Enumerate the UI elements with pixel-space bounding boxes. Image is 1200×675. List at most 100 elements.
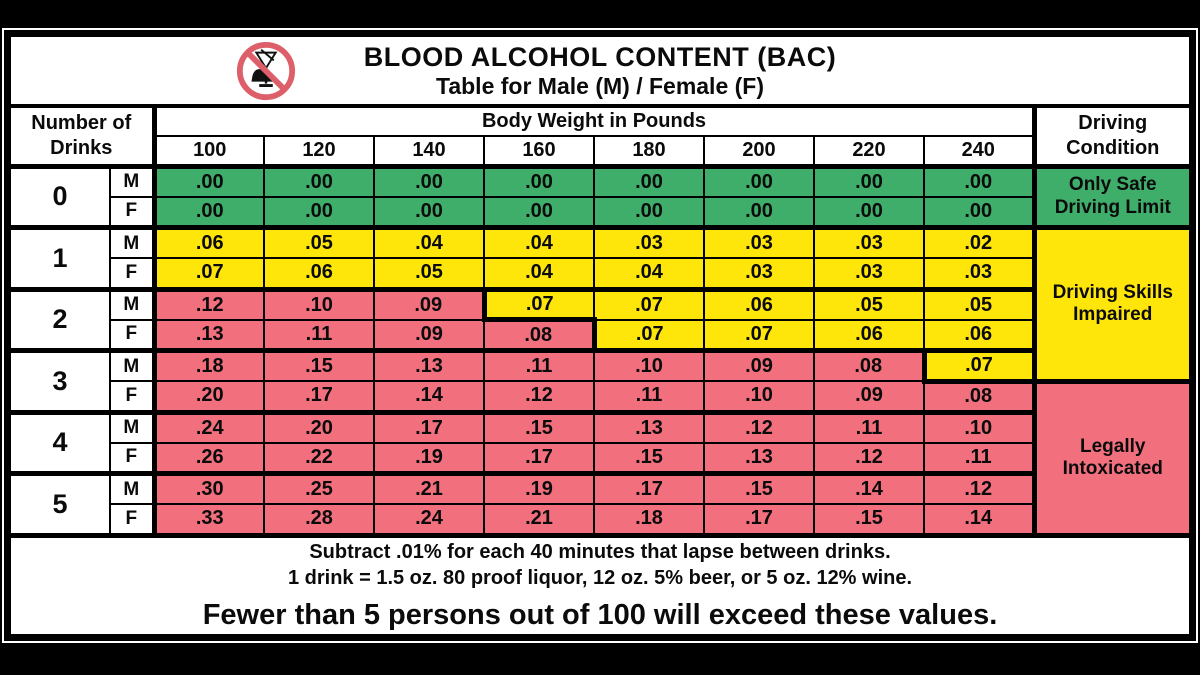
- bac-row-4M: 4 M .24.20.17.15.13.12.11.10: [9, 409, 1190, 475]
- column-group-header-body-weight: Body Weight in Pounds: [153, 105, 1035, 137]
- bac-value-cell: .15: [593, 441, 705, 475]
- sex-label-F: F: [109, 380, 155, 413]
- condition-label-line: Driving Limit: [1054, 196, 1171, 218]
- bac-value-cell: .00: [151, 195, 265, 229]
- bac-value-cell: .00: [703, 163, 815, 198]
- bac-value-cell: .06: [923, 318, 1035, 352]
- bac-value-cell: .13: [151, 318, 265, 352]
- condition-label-line: Only Safe: [1068, 174, 1157, 196]
- bac-value-cell: .00: [373, 163, 485, 198]
- sex-label-F: F: [109, 195, 155, 229]
- bac-value-cell: .06: [703, 286, 815, 321]
- bac-row-1M: 1 M .06.05.04.04.03.03.03.02 Driving Skills…: [9, 225, 1191, 383]
- weight-header-160: 160: [483, 135, 595, 169]
- bac-value-cell: .24: [151, 409, 265, 444]
- weight-header-240: 240: [923, 135, 1035, 169]
- bac-value-cell: .10: [263, 286, 375, 321]
- bac-value-cell: .04: [593, 257, 705, 290]
- bac-value-cell: .08: [813, 348, 925, 383]
- bac-value-cell: .13: [593, 409, 705, 444]
- bac-value-cell: .03: [703, 257, 815, 290]
- bac-row-0M: 0 M .00.00.00.00.00.00.00.00 Only Safe Drivi…: [9, 163, 1191, 229]
- drinks-count-0: 0: [9, 163, 111, 229]
- bac-value-cell: .11: [483, 348, 595, 383]
- bac-value-cell: .00: [703, 195, 815, 229]
- bac-value-cell: .04: [483, 257, 595, 290]
- bac-value-cell: .17: [483, 441, 595, 475]
- bac-value-cell: .26: [151, 441, 265, 475]
- drinks-count-2: 2: [9, 286, 111, 352]
- bac-value-cell: .12: [813, 441, 925, 475]
- bac-value-cell: .09: [373, 318, 485, 352]
- drinks-count-4: 4: [9, 409, 111, 475]
- bac-value-cell: .00: [151, 163, 265, 198]
- bac-value-cell: .00: [813, 163, 925, 198]
- condition-cell-safe: Only Safe Driving Limit: [1031, 163, 1191, 229]
- condition-header-line2: Condition: [1066, 136, 1160, 159]
- bac-value-cell: .28: [263, 503, 375, 536]
- no-drinking-and-driving-icon: [235, 40, 297, 102]
- drinks-header-line1: Number of: [31, 111, 132, 134]
- footer-note-2: 1 drink = 1.5 oz. 80 proof liquor, 12 oz…: [287, 567, 913, 590]
- bac-value-cell: .10: [923, 409, 1035, 444]
- bac-value-cell: .03: [923, 257, 1035, 290]
- bac-value-cell: .05: [923, 286, 1035, 321]
- bac-row-5M: 5 M .30.25.21.19.17.15.14.12: [9, 471, 1190, 536]
- bac-value-cell: .33: [151, 503, 265, 536]
- bac-value-cell: .00: [263, 195, 375, 229]
- sex-label-M: M: [109, 348, 155, 383]
- bac-value-cell: .17: [593, 471, 705, 506]
- bac-value-cell: .11: [923, 441, 1035, 475]
- bac-value-cell: .03: [813, 257, 925, 290]
- condition-label-line: Intoxicated: [1062, 458, 1163, 480]
- bac-value-cell: .00: [483, 163, 595, 198]
- bac-value-cell: .15: [703, 471, 815, 506]
- bac-value-cell: .08: [923, 380, 1035, 413]
- bac-value-cell: .05: [373, 257, 485, 290]
- bac-value-cell: .07: [921, 348, 1035, 384]
- bac-value-cell: .18: [151, 348, 265, 383]
- weight-header-120: 120: [263, 135, 375, 169]
- bac-value-cell: .07: [151, 257, 265, 290]
- bac-value-cell: .15: [483, 409, 595, 444]
- drinks-count-1: 1: [9, 225, 111, 290]
- bac-value-cell: .22: [263, 441, 375, 475]
- chart-subtitle: Table for Male (M) / Female (F): [436, 72, 764, 99]
- sex-label-F: F: [109, 318, 155, 352]
- bac-value-cell: .11: [593, 380, 705, 413]
- bac-table-card: BLOOD ALCOHOL CONTENT (BAC) Table for Ma…: [2, 28, 1198, 643]
- bac-value-cell: .21: [373, 471, 485, 506]
- bac-value-cell: .15: [263, 348, 375, 383]
- bac-value-cell: .00: [593, 195, 705, 229]
- bac-row-3M: 3 M .18.15.13.11.10.09.08.07: [9, 348, 1190, 413]
- weight-header-180: 180: [593, 135, 705, 169]
- sex-label-M: M: [109, 286, 155, 321]
- footer-note-1: Subtract .01% for each 40 minutes that l…: [309, 541, 891, 564]
- bac-value-cell: .12: [923, 471, 1035, 506]
- bac-value-cell: .13: [373, 348, 485, 383]
- bac-table: BLOOD ALCOHOL CONTENT (BAC) Table for Ma…: [9, 35, 1191, 636]
- sex-label-M: M: [109, 409, 155, 444]
- row-group-header-number-of-drinks: Number of Drinks: [9, 105, 157, 167]
- column-header-driving-condition: Driving Condition: [1031, 105, 1191, 167]
- bac-value-cell: .07: [593, 286, 705, 321]
- bac-value-cell: .06: [813, 318, 925, 352]
- bac-value-cell: .25: [263, 471, 375, 506]
- bac-value-cell: .07: [481, 286, 595, 323]
- weight-header-row: 100 120 140 160 180 200 220 240: [10, 135, 1190, 169]
- bac-value-cell: .00: [373, 195, 485, 229]
- bac-value-cell: .09: [703, 348, 815, 383]
- drinks-count-5: 5: [9, 471, 111, 536]
- weight-header-200: 200: [703, 135, 815, 169]
- bac-value-cell: .14: [813, 471, 925, 506]
- bac-row-2F: F .13.11.09.08.07.07.06.06: [10, 318, 1190, 352]
- weight-header-100: 100: [153, 135, 265, 169]
- bac-value-cell: .07: [591, 318, 705, 352]
- bac-value-cell: .09: [813, 380, 925, 413]
- bac-row-4F: F .26.22.19.17.15.13.12.11: [10, 441, 1190, 475]
- bac-value-cell: .30: [151, 471, 265, 506]
- footer-notes: Subtract .01% for each 40 minutes that l…: [9, 532, 1191, 636]
- bac-value-cell: .05: [263, 225, 375, 260]
- bac-value-cell: .12: [483, 380, 595, 413]
- bac-value-cell: .00: [263, 163, 375, 198]
